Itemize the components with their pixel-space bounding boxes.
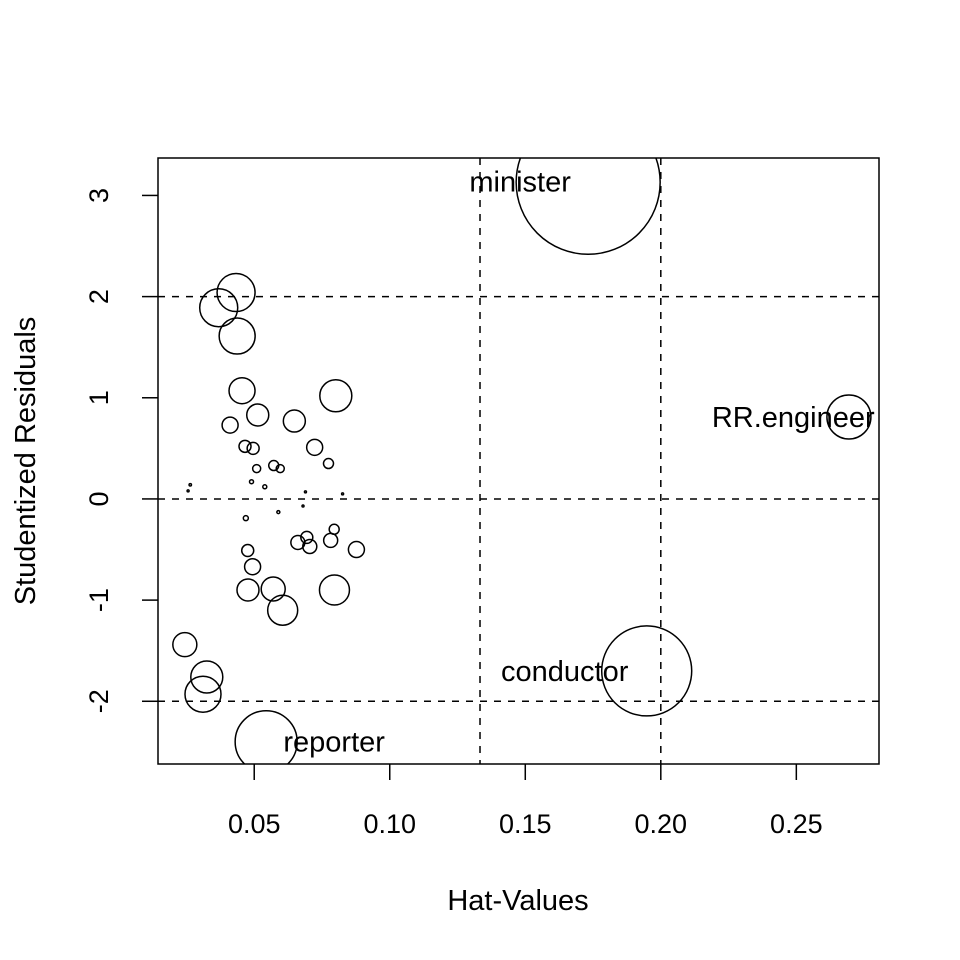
data-point — [216, 272, 256, 313]
point-conductor — [600, 625, 693, 717]
data-point — [242, 514, 250, 522]
data-point — [243, 557, 262, 576]
data-point — [246, 441, 260, 456]
data-point — [218, 317, 256, 355]
point-label: conductor — [501, 656, 629, 688]
data-point — [245, 403, 270, 427]
data-point — [301, 504, 305, 508]
data-point — [266, 594, 299, 626]
data-point — [190, 660, 224, 694]
y-tick-label: 3 — [84, 188, 114, 203]
data-point — [251, 463, 262, 474]
data-point — [305, 438, 324, 457]
x-axis-title: Hat-Values — [447, 885, 588, 917]
data-point — [318, 574, 351, 606]
x-tick-label: 0.05 — [228, 809, 281, 839]
data-point — [236, 578, 260, 602]
data-point — [347, 540, 366, 559]
data-point — [322, 532, 339, 549]
data-point — [275, 463, 285, 474]
point-label-layer: minister RR.engineer conductor reporter — [283, 166, 875, 758]
y-tick-label: 0 — [84, 491, 114, 506]
data-point — [228, 376, 256, 405]
bubble-layer — [172, 158, 872, 764]
point-rr-engineer — [826, 394, 872, 440]
y-tick-label: 2 — [84, 289, 114, 304]
data-point — [322, 457, 335, 470]
data-point — [221, 416, 239, 434]
data-point — [302, 538, 318, 555]
x-axis: 0.05 0.10 0.15 0.20 0.25 — [228, 764, 823, 839]
data-point — [300, 530, 314, 545]
data-point — [276, 509, 281, 515]
data-point — [340, 492, 345, 496]
y-tick-label: -2 — [84, 689, 114, 713]
point-label: minister — [469, 166, 571, 198]
x-tick-label: 0.15 — [499, 809, 552, 839]
data-point — [184, 675, 222, 713]
x-tick-label: 0.20 — [635, 809, 688, 839]
data-point — [303, 490, 308, 494]
data-point — [198, 287, 239, 328]
point-label: RR.engineer — [712, 402, 875, 434]
data-point — [260, 576, 286, 602]
y-axis: -2 -1 0 1 2 3 — [84, 188, 158, 713]
data-point — [240, 543, 255, 558]
x-tick-label: 0.10 — [363, 809, 416, 839]
x-tick-label: 0.25 — [770, 809, 823, 839]
y-tick-label: 1 — [84, 390, 114, 405]
y-tick-label: -1 — [84, 588, 114, 612]
plot-frame — [157, 157, 880, 765]
point-minister — [515, 158, 661, 256]
data-point — [172, 631, 198, 658]
data-point — [238, 439, 252, 454]
data-point — [186, 489, 190, 493]
y-axis-title: Studentized Residuals — [10, 317, 42, 606]
data-point — [319, 378, 353, 413]
point-label: reporter — [283, 727, 385, 759]
point-reporter — [234, 710, 298, 764]
data-point — [282, 409, 307, 433]
data-point — [188, 482, 193, 487]
data-point — [248, 478, 255, 485]
data-point — [262, 484, 268, 490]
reference-lines — [158, 158, 879, 764]
